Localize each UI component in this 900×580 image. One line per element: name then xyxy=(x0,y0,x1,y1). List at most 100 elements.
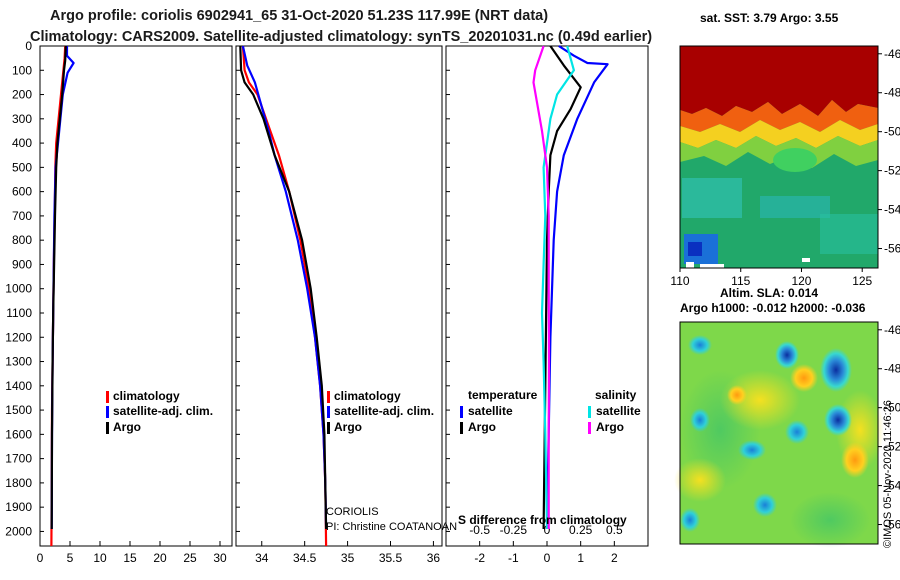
lat-tick-label: -52 xyxy=(884,440,900,454)
copyright-stamp: ©IMOS 05-Nov-2020 11:46:26 xyxy=(882,400,894,548)
sal-legend-satellite-label: satellite-adj. clim. xyxy=(334,404,434,418)
sst-cyan-patch-2 xyxy=(760,196,830,218)
legend-salinity-heading: salinity xyxy=(595,388,637,402)
depth-tick-label: 300 xyxy=(12,112,32,126)
sla-yellow-2 xyxy=(674,458,726,502)
depth-tick-label: 400 xyxy=(12,136,32,150)
series-line-satellite-salinity xyxy=(540,45,576,530)
lon-tick-label: 115 xyxy=(731,274,750,288)
lat-tick-label: -46 xyxy=(884,47,900,61)
sla-eddy-8 xyxy=(690,408,710,432)
legend-satellite-label: satellite-adj. clim. xyxy=(113,404,213,418)
x-alt-tick-label: 0.5 xyxy=(606,523,623,537)
depth-tick-label: 1100 xyxy=(6,306,32,320)
sla-eddy-9 xyxy=(680,508,700,532)
legend-sal-argo-swatch xyxy=(588,422,591,434)
title-line-1: Argo profile: coriolis 6902941_65 31-Oct… xyxy=(50,8,548,24)
lat-tick-label: -48 xyxy=(884,86,900,100)
lat-tick-label: -54 xyxy=(884,203,900,217)
sla-eddy-7 xyxy=(753,493,777,517)
legend-temp-satellite-swatch xyxy=(460,406,463,418)
sla-eddy-5 xyxy=(785,420,809,444)
x-alt-tick-label: -0.5 xyxy=(469,523,490,537)
legend-sal-argo-label: Argo xyxy=(596,420,624,434)
series-line-climatology xyxy=(241,45,328,547)
sla-eddy-1 xyxy=(820,348,852,392)
legend-temp-argo-label: Argo xyxy=(468,420,496,434)
lat-tick-label: -50 xyxy=(884,401,900,415)
x-tick-label: 0 xyxy=(37,551,44,565)
legend-sal-satellite-swatch xyxy=(588,406,591,418)
sst-warm-band xyxy=(680,46,878,116)
lat-tick-label: -56 xyxy=(884,242,900,256)
legend-satellite-swatch xyxy=(106,406,109,418)
lat-tick-label: -52 xyxy=(884,164,900,178)
sst-map-axes: -46 -48 -50 -52 -54 -56 110 115 120 125 xyxy=(670,47,900,288)
salinity-panel-frame xyxy=(235,45,443,547)
x-tick-label: 20 xyxy=(153,551,167,565)
x-tick-label: -2 xyxy=(474,551,485,565)
salinity-plot: 34 34.5 35 35.5 36 xyxy=(239,45,441,565)
legend-temp-satellite-label: satellite xyxy=(468,404,513,418)
legend-argo-label: Argo xyxy=(113,420,141,434)
legend-climatology-swatch xyxy=(106,391,109,403)
depth-tick-label: 800 xyxy=(12,233,32,247)
legend-temp-argo-swatch xyxy=(460,422,463,434)
sla-eddy-4 xyxy=(688,335,712,355)
sst-front-2 xyxy=(680,120,878,148)
difference-xlabel: S difference from climatology xyxy=(458,513,627,527)
series-line-argo-salinity xyxy=(532,45,551,529)
depth-tick-label: 1300 xyxy=(5,355,32,369)
x-tick-label: 10 xyxy=(93,551,107,565)
x-tick-label: 0 xyxy=(544,551,551,565)
x-tick-label: -1 xyxy=(508,551,519,565)
temperature-legend: climatology satellite-adj. clim. Argo xyxy=(106,389,213,434)
temperature-panel-frame xyxy=(39,45,233,547)
sal-legend-argo-label: Argo xyxy=(334,420,362,434)
lat-tick-label: -56 xyxy=(884,518,900,532)
lat-tick-label: -54 xyxy=(884,479,900,493)
sla-eddy-3 xyxy=(775,341,799,369)
series-line-satellite-adj-clim- xyxy=(50,46,75,530)
depth-tick-label: 900 xyxy=(12,257,32,271)
sst-map xyxy=(679,45,879,269)
sst-land-3 xyxy=(802,258,810,262)
sal-legend-climatology-swatch xyxy=(327,391,330,403)
depth-tick-label: 1900 xyxy=(5,500,32,514)
x-tick-label: 34.5 xyxy=(293,551,317,565)
sla-map-title: Altim. SLA: 0.014 xyxy=(720,286,818,300)
pi-label: PI: Christine COATANOAN xyxy=(326,521,457,533)
sst-land-1 xyxy=(686,262,694,268)
depth-tick-label: 1400 xyxy=(5,379,32,393)
depth-tick-label: 700 xyxy=(12,209,32,223)
x-tick-label: 25 xyxy=(183,551,197,565)
lon-tick-label: 125 xyxy=(852,274,872,288)
depth-tick-label: 600 xyxy=(12,185,32,199)
legend-temperature-heading: temperature xyxy=(468,388,538,402)
sst-land-2 xyxy=(700,264,724,268)
sla-orange-1 xyxy=(790,364,818,392)
sla-map-frame xyxy=(679,321,879,545)
difference-legend: temperature satellite Argo salinity sate… xyxy=(460,388,641,434)
series-line-argo xyxy=(239,45,328,530)
sla-orange-3 xyxy=(727,385,747,405)
sal-legend-argo-swatch xyxy=(327,422,330,434)
sla-eddy-6 xyxy=(738,440,766,460)
depth-tick-label: 1700 xyxy=(5,452,32,466)
x-tick-label: 2 xyxy=(611,551,618,565)
series-line-argo xyxy=(50,45,67,530)
sla-map xyxy=(674,321,884,548)
x-tick-label: 35.5 xyxy=(379,551,403,565)
sst-green-patch xyxy=(773,148,817,172)
sst-map-frame xyxy=(679,45,879,269)
x-tick-label: 1 xyxy=(577,551,584,565)
depth-tick-label: 200 xyxy=(12,88,32,102)
depth-axis: 0 100 200 300 400 500 600 700 800 900 1000 1100 1200… xyxy=(5,39,450,538)
depth-tick-label: 500 xyxy=(12,160,32,174)
x-tick-label: 30 xyxy=(213,551,227,565)
x-tick-label: 36 xyxy=(427,551,441,565)
difference-plot: -2 -1 0 1 2 -0.5 -0.25 0 0.25 0.5 xyxy=(469,45,623,565)
depth-tick-label: 1200 xyxy=(5,330,32,344)
sla-orange-2 xyxy=(841,442,869,478)
